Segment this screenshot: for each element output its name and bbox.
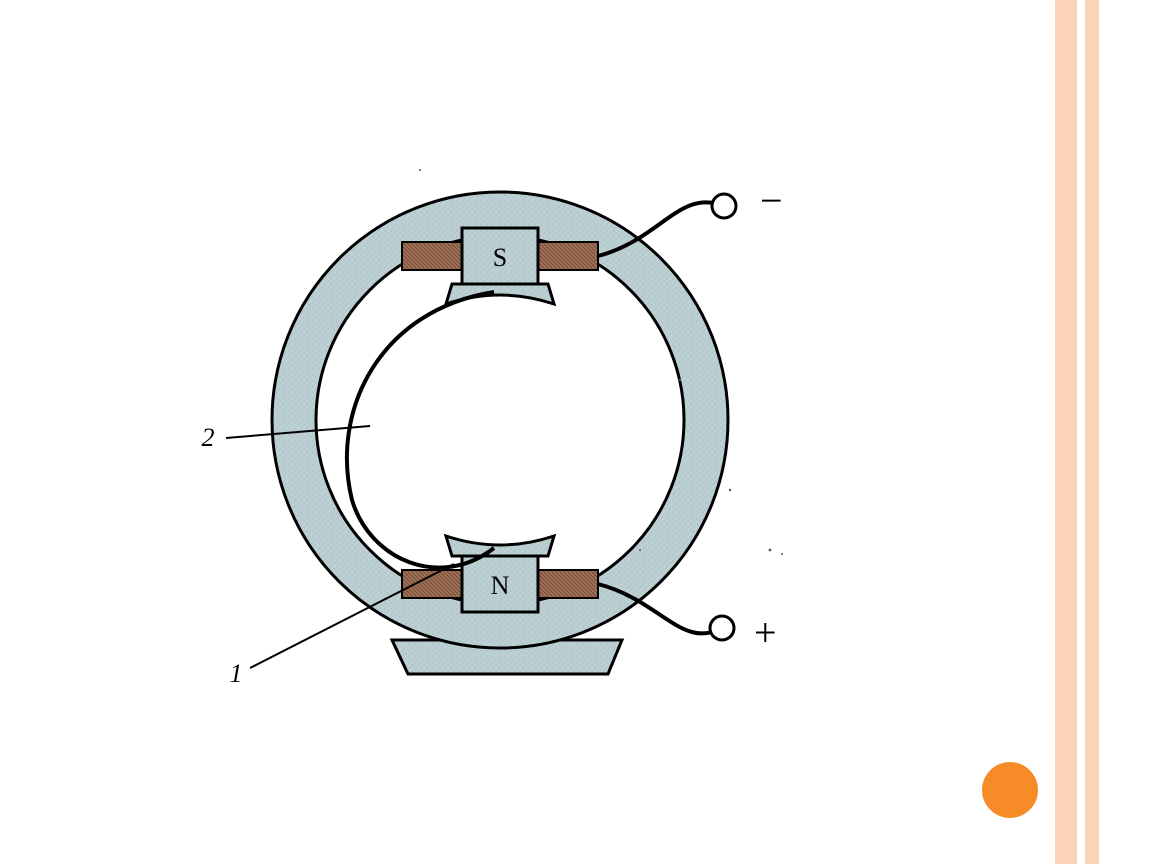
motor-svg: S N 2 1 − + [120,80,880,760]
terminal-minus [712,194,736,218]
motor-diagram: S N 2 1 − + [120,80,880,760]
slide-accent-dot [982,762,1038,818]
callout-2-label: 2 [202,423,215,452]
coil-top-left [402,242,462,270]
sign-plus: + [754,610,777,655]
coil-top-right [538,242,598,270]
slide-stripe-1 [1055,0,1077,864]
pole-top-label: S [493,243,507,272]
coil-bottom-right [538,570,598,598]
terminal-plus [710,616,734,640]
pole-bottom-label: N [491,571,510,600]
sign-minus: − [760,178,783,223]
callout-1-label: 1 [230,659,243,688]
slide-stripe-2 [1085,0,1099,864]
